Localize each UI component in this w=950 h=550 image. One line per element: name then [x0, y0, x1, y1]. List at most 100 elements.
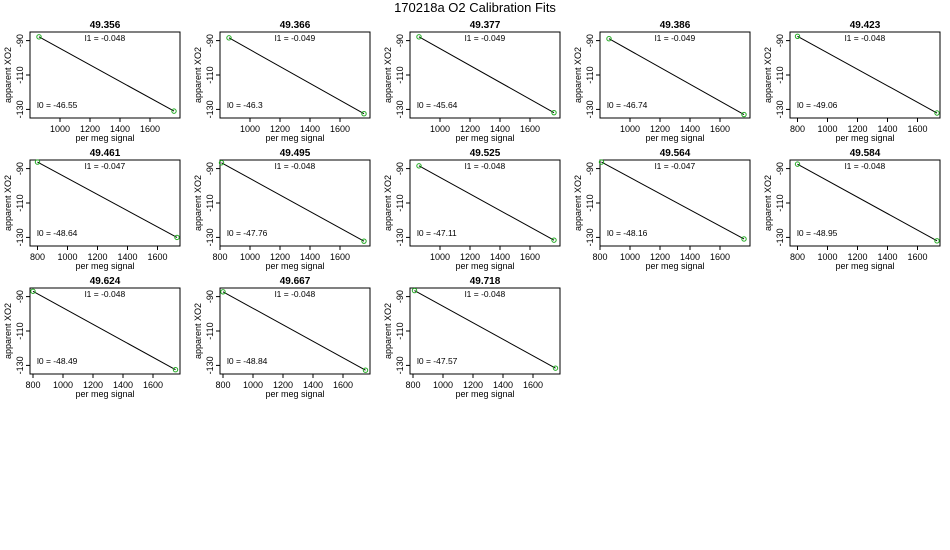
data-point	[220, 289, 226, 295]
data-point	[741, 236, 747, 242]
calibration-panel-12: 49.667 800 1000 1200 1400 1600 -90 -110 -130 per …	[193, 276, 371, 399]
l1-annotation: l1 = -0.048	[85, 289, 126, 299]
data-point	[416, 34, 422, 40]
x-tick-label: 1200	[460, 252, 480, 262]
panel-title: 49.564	[660, 148, 691, 159]
l0-annotation: l0 = -47.11	[417, 228, 457, 238]
l1-annotation: l1 = -0.049	[275, 33, 316, 43]
data-point	[30, 288, 36, 294]
x-tick-label: 800	[405, 380, 420, 390]
y-tick-label: -90	[585, 34, 595, 47]
l1-annotation: l1 = -0.047	[655, 161, 696, 171]
l0-annotation: l0 = -47.76	[227, 228, 268, 238]
x-tick-label: 1200	[460, 124, 480, 134]
l0-annotation: l0 = -46.3	[227, 100, 263, 110]
y-tick-label: -130	[395, 356, 405, 374]
panel-title: 49.356	[90, 20, 121, 31]
x-tick-label: 1600	[710, 252, 730, 262]
x-tick-label: 1400	[113, 380, 133, 390]
y-tick-label: -110	[205, 66, 215, 83]
y-tick-label: -90	[395, 290, 405, 303]
x-tick-label: 1000	[430, 124, 450, 134]
x-tick-label: 1000	[240, 124, 260, 134]
x-axis-label: per meg signal	[265, 133, 324, 143]
y-axis-label: apparent XO2	[763, 175, 773, 231]
y-tick-label: -90	[775, 34, 785, 47]
fit-line	[608, 38, 745, 115]
y-tick-label: -130	[15, 100, 25, 118]
calibration-panel-7: 49.495 800 1000 1200 1400 1600 -90 -110 -130 per …	[193, 148, 371, 271]
y-tick-label: -110	[775, 194, 785, 211]
fit-line	[222, 291, 366, 371]
y-tick-label: -90	[395, 34, 405, 47]
l1-annotation: l1 = -0.048	[465, 161, 506, 171]
x-tick-label: 1200	[270, 252, 290, 262]
fit-line	[797, 163, 938, 242]
x-axis-label: per meg signal	[75, 133, 134, 143]
x-axis-label: per meg signal	[455, 261, 514, 271]
y-tick-label: -130	[775, 100, 785, 118]
panel-title: 49.386	[660, 20, 691, 31]
y-tick-label: -130	[395, 228, 405, 246]
y-tick-label: -130	[775, 228, 785, 246]
x-tick-label: 1000	[57, 252, 77, 262]
x-axis-label: per meg signal	[265, 261, 324, 271]
x-tick-label: 1400	[490, 252, 510, 262]
x-axis-label: per meg signal	[455, 389, 514, 399]
y-axis-label: apparent XO2	[193, 47, 203, 103]
fit-line	[414, 290, 556, 369]
panel-title: 49.718	[470, 276, 501, 287]
y-tick-label: -110	[205, 194, 215, 211]
data-point	[606, 36, 612, 42]
y-tick-label: -90	[205, 34, 215, 47]
l0-annotation: l0 = -48.64	[37, 228, 78, 238]
panel-title: 49.667	[280, 276, 311, 287]
data-point	[551, 109, 557, 116]
calibration-panel-2: 49.366 1000 1200 1400 1600 -90 -110 -130 per meg…	[193, 20, 371, 143]
y-tick-label: -110	[585, 194, 595, 211]
x-tick-label: 1600	[520, 252, 540, 262]
x-tick-label: 800	[790, 124, 805, 134]
y-tick-label: -130	[585, 100, 595, 118]
x-tick-label: 1400	[877, 124, 897, 134]
x-tick-label: 1400	[117, 252, 137, 262]
calibration-panel-11: 49.624 800 1000 1200 1400 1600 -90 -110 -130 per …	[3, 276, 181, 399]
y-tick-label: -110	[205, 322, 215, 339]
data-point	[934, 238, 940, 244]
y-tick-label: -130	[395, 100, 405, 118]
x-tick-label: 1600	[907, 124, 927, 134]
x-axis-label: per meg signal	[265, 389, 324, 399]
x-tick-label: 1400	[303, 380, 323, 390]
x-tick-label: 800	[592, 252, 607, 262]
y-tick-label: -110	[15, 66, 25, 83]
y-tick-label: -130	[205, 356, 215, 374]
panel-title: 49.461	[90, 148, 121, 159]
y-tick-label: -110	[15, 322, 25, 339]
l1-annotation: l1 = -0.049	[655, 33, 696, 43]
x-axis-label: per meg signal	[835, 133, 894, 143]
x-tick-label: 800	[30, 252, 45, 262]
y-tick-label: -90	[15, 34, 25, 47]
x-tick-label: 1400	[877, 252, 897, 262]
data-point	[552, 365, 559, 371]
panel-title: 49.495	[280, 148, 311, 159]
y-tick-label: -110	[775, 66, 785, 83]
y-tick-label: -130	[15, 228, 25, 246]
x-axis-label: per meg signal	[645, 133, 704, 143]
data-point	[361, 111, 367, 117]
x-tick-label: 1000	[50, 124, 70, 134]
fit-line	[37, 161, 178, 238]
y-tick-label: -110	[395, 322, 405, 339]
x-tick-label: 1200	[650, 252, 670, 262]
l1-annotation: l1 = -0.049	[465, 33, 506, 43]
calibration-panel-8: 49.525 1000 1200 1400 1600 -90 -110 -130 per meg…	[383, 148, 561, 271]
x-tick-label: 1600	[523, 380, 543, 390]
x-axis-label: per meg signal	[75, 261, 134, 271]
x-tick-label: 800	[790, 252, 805, 262]
x-tick-label: 1600	[333, 380, 353, 390]
l1-annotation: l1 = -0.048	[275, 289, 316, 299]
y-tick-label: -110	[395, 66, 405, 83]
x-tick-label: 1600	[143, 380, 163, 390]
x-tick-label: 1600	[330, 124, 350, 134]
x-tick-label: 1400	[490, 124, 510, 134]
